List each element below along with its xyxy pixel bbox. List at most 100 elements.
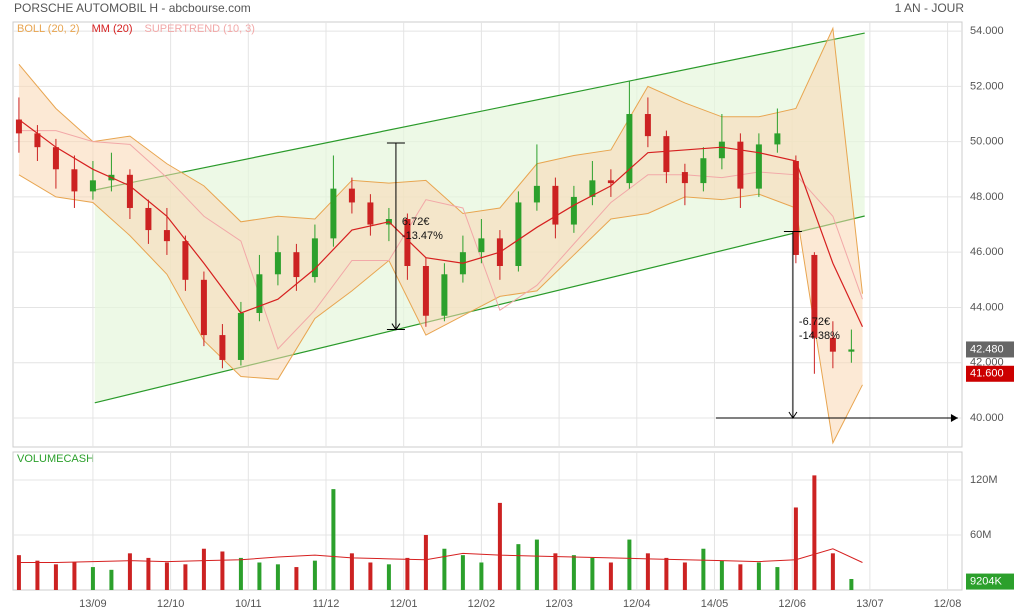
volume-bar bbox=[516, 544, 521, 590]
volume-bar bbox=[220, 551, 225, 590]
volume-bar bbox=[460, 555, 465, 590]
x-tick-label: 11/12 bbox=[313, 598, 340, 610]
candle-body bbox=[755, 144, 762, 189]
candle-body bbox=[163, 230, 170, 242]
volume-bar bbox=[719, 560, 724, 590]
candle-body bbox=[330, 188, 337, 239]
measure-label: -6.72€ bbox=[799, 316, 830, 328]
price-marker bbox=[966, 365, 1014, 382]
candle-body bbox=[515, 202, 522, 267]
candle-body bbox=[34, 133, 41, 148]
volume-bar bbox=[53, 564, 58, 590]
candle-body bbox=[718, 141, 725, 159]
volume-bar bbox=[479, 562, 484, 590]
price-panel bbox=[12, 21, 963, 448]
x-tick-label: 12/04 bbox=[623, 598, 651, 610]
measure-label: -14.38% bbox=[799, 330, 840, 342]
x-tick-label: 12/02 bbox=[468, 598, 496, 610]
measure-arrow bbox=[391, 323, 401, 331]
volume-bar bbox=[664, 557, 669, 590]
volume-bar bbox=[127, 553, 132, 590]
volume-bar bbox=[571, 555, 576, 590]
volume-bar bbox=[756, 562, 761, 590]
period: 1 AN - JOUR bbox=[895, 1, 965, 15]
y-tick-label: 60M bbox=[970, 529, 991, 541]
volume-bar bbox=[627, 539, 632, 590]
candle-body bbox=[829, 337, 836, 352]
candle-body bbox=[700, 158, 707, 184]
price-marker-label: 42.480 bbox=[970, 343, 1004, 355]
y-tick-label: 40.000 bbox=[970, 412, 1004, 424]
candle-body bbox=[348, 188, 355, 203]
volume-bar bbox=[849, 578, 854, 590]
volume-bar bbox=[201, 548, 206, 590]
candle-body bbox=[811, 254, 818, 338]
volume-bar bbox=[72, 562, 77, 590]
x-tick-label: 13/07 bbox=[856, 598, 884, 610]
volume-bar bbox=[830, 553, 835, 590]
volume-bar bbox=[146, 557, 151, 590]
volume-bar bbox=[553, 553, 558, 590]
volume-bar bbox=[183, 564, 188, 590]
candle-body bbox=[145, 207, 152, 231]
volume-bar bbox=[812, 475, 817, 590]
volume-bar bbox=[682, 562, 687, 590]
volume-bar bbox=[534, 539, 539, 590]
moving-average bbox=[18, 119, 864, 328]
volume-bar bbox=[294, 567, 299, 590]
candle-body bbox=[478, 238, 485, 253]
candle-body bbox=[644, 114, 651, 137]
volume-bar bbox=[275, 564, 280, 590]
candle-body bbox=[774, 133, 781, 145]
volume-marker bbox=[966, 573, 1014, 590]
volume-bar bbox=[793, 507, 798, 590]
volume-bar bbox=[312, 560, 317, 590]
candle-body bbox=[422, 266, 429, 316]
volume-bar bbox=[349, 553, 354, 590]
y-tick-label: 48.000 bbox=[970, 191, 1004, 203]
candle-body bbox=[404, 219, 411, 267]
supertrend bbox=[18, 130, 863, 350]
y-tick-label: 54.000 bbox=[970, 25, 1004, 37]
candle-body bbox=[663, 136, 670, 173]
y-tick-label: 52.000 bbox=[970, 80, 1004, 92]
channel-line bbox=[94, 32, 865, 191]
candle-body bbox=[15, 119, 22, 134]
volume-bar bbox=[775, 567, 780, 590]
candle-body bbox=[848, 349, 855, 352]
volume-bar bbox=[497, 502, 502, 590]
candle-body bbox=[274, 252, 281, 275]
volume-bar bbox=[331, 489, 336, 590]
x-tick-label: 12/03 bbox=[545, 598, 573, 610]
x-tick-label: 12/08 bbox=[934, 598, 962, 610]
volume-bar bbox=[738, 564, 743, 590]
volume-bar bbox=[35, 560, 40, 590]
volume-bar bbox=[164, 562, 169, 590]
candle-body bbox=[626, 114, 633, 184]
candle-body bbox=[237, 312, 244, 360]
chart-title: PORSCHE AUTOMOBIL H - abcbourse.com bbox=[14, 1, 251, 15]
measure-label: -13.47% bbox=[402, 230, 443, 242]
volume-bar bbox=[90, 567, 95, 590]
y-tick-label: 50.000 bbox=[970, 136, 1004, 148]
candle-body bbox=[219, 335, 226, 360]
candle-body bbox=[681, 172, 688, 184]
measure-label: 6.72€ bbox=[402, 216, 430, 228]
horizontal-arrow bbox=[950, 413, 958, 422]
candle-body bbox=[441, 274, 448, 316]
volume-bar bbox=[368, 562, 373, 590]
volume-bar bbox=[590, 557, 595, 590]
x-tick-label: 12/06 bbox=[778, 598, 806, 610]
volume-bar bbox=[701, 548, 706, 590]
x-tick-label: 12/01 bbox=[390, 598, 418, 610]
candle-body bbox=[311, 238, 318, 278]
volume-title: VOLUMECASH bbox=[17, 453, 94, 465]
volume-marker-label: 9204K bbox=[970, 575, 1002, 587]
candle-body bbox=[367, 202, 374, 225]
candle-body bbox=[126, 174, 133, 208]
candle-body bbox=[200, 279, 207, 336]
volume-bar bbox=[16, 555, 21, 590]
y-tick-label: 44.000 bbox=[970, 301, 1004, 313]
volume-bar bbox=[238, 557, 243, 590]
